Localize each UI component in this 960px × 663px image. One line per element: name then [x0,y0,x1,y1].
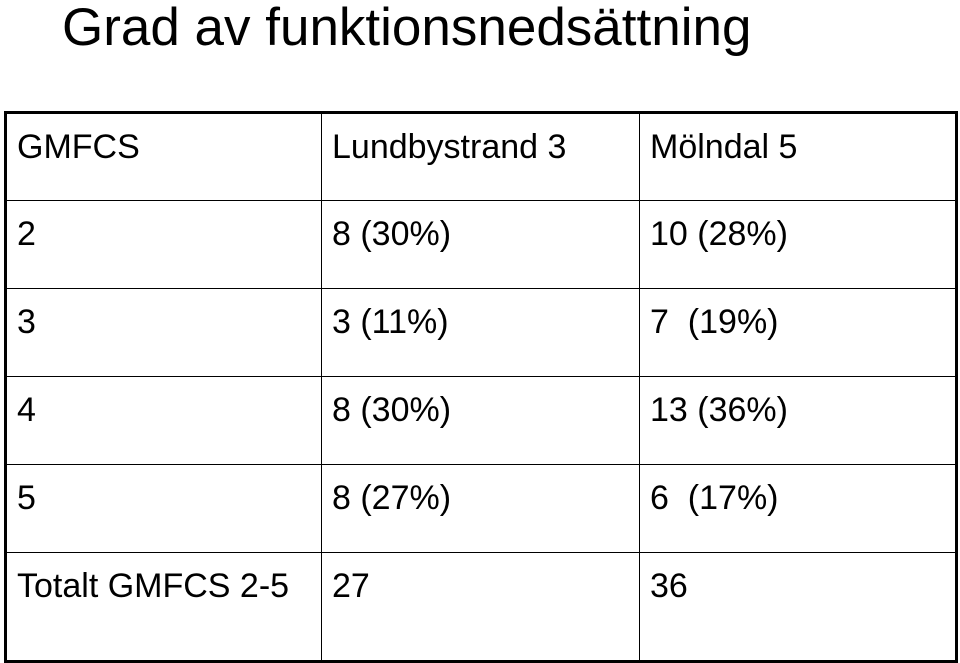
table-cell: 36 [639,552,957,662]
table-cell: 13 (36%) [639,376,957,465]
table-row: Totalt GMFCS 2-5 27 36 [5,552,957,662]
table-cell: Totalt GMFCS 2-5 [5,552,322,662]
table-cell: 3 [5,288,322,377]
header-row: GMFCS Lundbystrand 3 Mölndal 5 [5,112,957,201]
table-cell: 6 (17%) [639,464,957,553]
table-cell: 4 [5,376,322,465]
table-cell: 8 (27%) [321,464,640,553]
table-cell: 2 [5,200,322,289]
header-cell: Lundbystrand 3 [321,112,640,201]
header-cell: Mölndal 5 [639,112,957,201]
table-cell: 5 [5,464,322,553]
table-cell: 27 [321,552,640,662]
table-cell: 3 (11%) [321,288,640,377]
table-cell: 8 (30%) [321,376,640,465]
table-cell: 7 (19%) [639,288,957,377]
table-cell: 8 (30%) [321,200,640,289]
slide-title: Grad av funktionsnedsättning [62,0,752,57]
header-cell: GMFCS [5,112,322,201]
table-cell: 10 (28%) [639,200,957,289]
